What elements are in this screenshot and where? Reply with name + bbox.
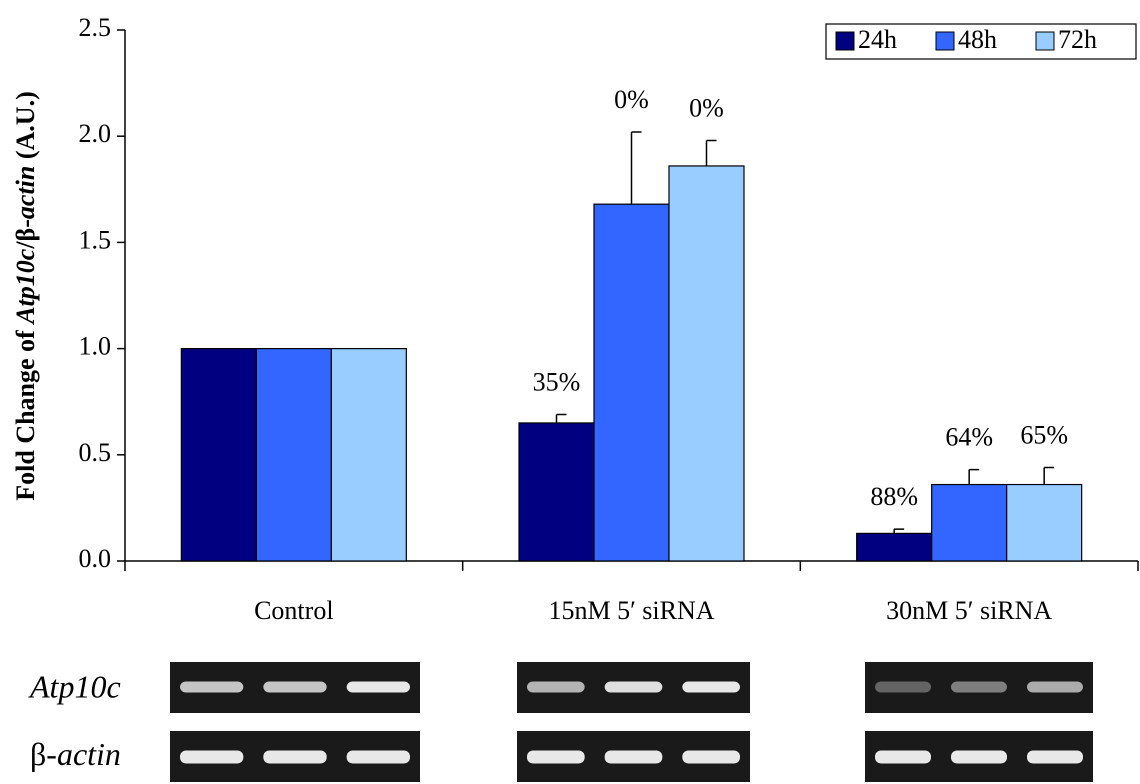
y-label-part: Fold Change of <box>11 324 40 501</box>
y-tick-label: 2.5 <box>79 13 112 42</box>
bar <box>519 423 594 561</box>
error-bar <box>894 529 904 533</box>
gel-band <box>1027 751 1083 764</box>
x-tick-label: Control <box>254 596 333 625</box>
y-tick-label: 0.5 <box>79 438 112 467</box>
bar-annotation: 0% <box>614 85 649 114</box>
error-bar <box>1044 468 1054 485</box>
legend-label: 24h <box>858 25 897 54</box>
gel-band <box>180 682 243 693</box>
gel-band <box>875 682 931 693</box>
bar <box>857 533 932 561</box>
bar <box>331 349 406 561</box>
gel-band <box>605 682 663 693</box>
legend-swatch <box>1036 32 1054 50</box>
bar-annotation: 35% <box>533 367 581 396</box>
gel-band <box>263 751 326 764</box>
error-bar <box>707 140 717 165</box>
error-bar <box>557 414 567 422</box>
y-tick-label: 0.0 <box>79 544 112 573</box>
gel-label-part: actin <box>57 736 121 772</box>
bar-annotation: 65% <box>1020 421 1068 450</box>
y-label-part: Atp10c <box>11 248 40 326</box>
bar-annotation: 88% <box>870 482 918 511</box>
gel-band <box>347 751 410 764</box>
y-label-part: (A.U.) <box>11 91 40 165</box>
y-tick-label: 2.0 <box>79 119 112 148</box>
bar-annotation: 0% <box>689 93 724 122</box>
gel-label-part: β- <box>30 736 57 772</box>
y-tick-label: 1.0 <box>79 332 112 361</box>
gel-band <box>527 682 585 693</box>
bar <box>181 349 256 561</box>
bar-annotation: 64% <box>945 423 993 452</box>
gel-band <box>605 751 663 764</box>
error-bar <box>969 470 979 485</box>
y-axis-label: Fold Change of Atp10c/β-actin (A.U.) <box>11 91 40 501</box>
bar <box>932 485 1007 561</box>
legend-label: 72h <box>1058 25 1097 54</box>
legend: 24h 48h 72h <box>826 24 1136 59</box>
x-tick-label: 15nM 5′ siRNA <box>548 596 714 625</box>
bar <box>1007 485 1082 561</box>
bar <box>669 166 744 561</box>
gel-band <box>1027 682 1083 693</box>
y-label-part: /β- <box>11 219 40 250</box>
bar <box>594 204 669 561</box>
gel-band <box>951 682 1007 693</box>
gel-band <box>263 682 326 693</box>
x-tick-label: 30nM 5′ siRNA <box>886 596 1052 625</box>
y-tick-label: 1.5 <box>79 225 112 254</box>
y-label-part: actin <box>11 166 40 219</box>
gel-row-label: Atp10c <box>28 668 121 704</box>
gel-images <box>170 662 1093 782</box>
bar <box>256 349 331 561</box>
gel-band <box>682 751 740 764</box>
gel-band <box>875 751 931 764</box>
legend-swatch <box>936 32 954 50</box>
gel-band <box>951 751 1007 764</box>
chart: Fold Change of Atp10c/β-actin (A.U.) Atp… <box>0 0 1140 784</box>
error-bar <box>632 132 642 204</box>
gel-band <box>347 682 410 693</box>
legend-label: 48h <box>958 25 997 54</box>
gel-row-label: β-actin <box>30 736 121 772</box>
gel-band <box>527 751 585 764</box>
legend-swatch <box>836 32 854 50</box>
gel-band <box>682 682 740 693</box>
gel-band <box>180 751 243 764</box>
